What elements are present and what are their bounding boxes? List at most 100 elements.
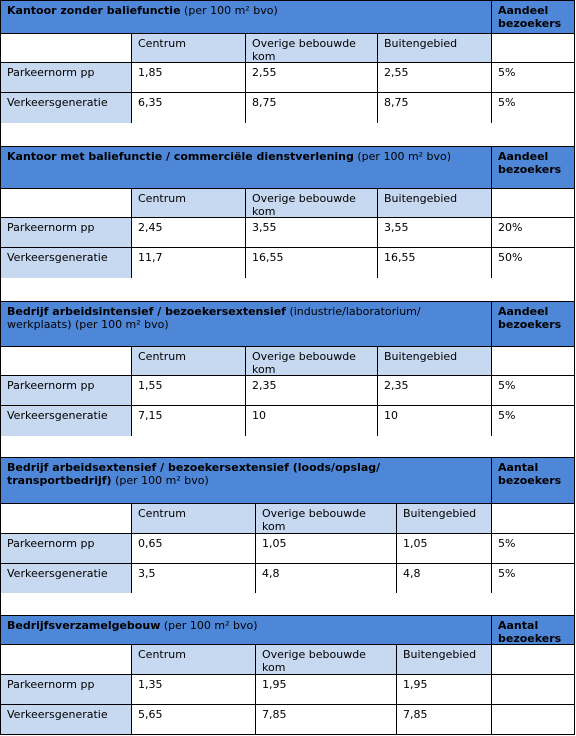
share-header: Aantal bezoekers <box>491 615 575 645</box>
share-header: Aandeel bezoekers <box>491 0 575 34</box>
section-title-bold: Bedrijfsverzamelgebouw <box>7 619 161 632</box>
value-overige: 7,85 <box>255 704 397 735</box>
value-overige: 2,55 <box>245 62 378 93</box>
section-title: Kantoor zonder baliefunctie (per 100 m² … <box>0 0 492 34</box>
section-bedrijf-arbeidsextensief: Bedrijf arbeidsextensief / bezoekersexte… <box>0 457 575 594</box>
section-kantoor-zonder-baliefunctie: Kantoor zonder baliefunctie (per 100 m² … <box>0 0 575 125</box>
value-overige: 3,55 <box>245 217 378 248</box>
value-overige: 1,95 <box>255 674 397 705</box>
col-overige-bebouwde-kom: Overige bebouwde kom <box>245 346 378 376</box>
empty-corner <box>0 346 132 376</box>
value-share: 50% <box>491 247 575 279</box>
row-label-parkeernorm: Parkeernorm pp <box>0 533 132 564</box>
row-label-verkeersgeneratie: Verkeersgeneratie <box>0 405 132 437</box>
col-overige-bebouwde-kom: Overige bebouwde kom <box>245 188 378 218</box>
col-centrum: Centrum <box>131 644 256 675</box>
section-title: Bedrijf arbeidsextensief / bezoekersexte… <box>0 457 492 504</box>
section-spacer <box>0 123 575 147</box>
col-centrum: Centrum <box>131 33 246 63</box>
col-buitengebied: Buitengebied <box>377 346 492 376</box>
value-centrum: 1,55 <box>131 375 246 406</box>
share-col-empty <box>491 644 575 675</box>
share-header: Aantal bezoekers <box>491 457 575 504</box>
value-centrum: 11,7 <box>131 247 246 279</box>
value-share: 5% <box>491 563 575 594</box>
value-share: 5% <box>491 405 575 437</box>
section-title-bold: Kantoor zonder baliefunctie <box>7 4 181 17</box>
value-share: 5% <box>491 533 575 564</box>
value-centrum: 0,65 <box>131 533 256 564</box>
value-buitengebied: 2,35 <box>377 375 492 406</box>
share-col-empty <box>491 503 575 534</box>
value-overige: 16,55 <box>245 247 378 279</box>
section-title-unit: (industrie/laboratorium/ werkplaats) (pe… <box>7 305 421 331</box>
value-buitengebied: 1,95 <box>396 674 492 705</box>
section-title: Bedrijfsverzamelgebouw (per 100 m² bvo) <box>0 615 492 645</box>
row-label-verkeersgeneratie: Verkeersgeneratie <box>0 704 132 735</box>
value-share: 5% <box>491 62 575 93</box>
value-centrum: 1,35 <box>131 674 256 705</box>
col-overige-bebouwde-kom: Overige bebouwde kom <box>255 644 397 675</box>
col-buitengebied: Buitengebied <box>377 188 492 218</box>
row-label-verkeersgeneratie: Verkeersgeneratie <box>0 92 132 124</box>
col-centrum: Centrum <box>131 346 246 376</box>
col-centrum: Centrum <box>131 188 246 218</box>
row-label-parkeernorm: Parkeernorm pp <box>0 674 132 705</box>
row-label-verkeersgeneratie: Verkeersgeneratie <box>0 563 132 594</box>
value-centrum: 1,85 <box>131 62 246 93</box>
section-bedrijfsverzamelgebouw: Bedrijfsverzamelgebouw (per 100 m² bvo) … <box>0 615 575 735</box>
value-centrum: 7,15 <box>131 405 246 437</box>
section-title-unit: (per 100 m² bvo) <box>353 150 452 163</box>
col-buitengebied: Buitengebied <box>396 644 492 675</box>
share-header: Aandeel bezoekers <box>491 301 575 347</box>
section-bedrijf-arbeidsintensief: Bedrijf arbeidsintensief / bezoekersexte… <box>0 301 575 437</box>
col-overige-bebouwde-kom: Overige bebouwde kom <box>255 503 397 534</box>
col-overige-bebouwde-kom: Overige bebouwde kom <box>245 33 378 63</box>
value-overige: 2,35 <box>245 375 378 406</box>
value-buitengebied: 1,05 <box>396 533 492 564</box>
share-col-empty <box>491 346 575 376</box>
value-share: 5% <box>491 92 575 124</box>
value-centrum: 2,45 <box>131 217 246 248</box>
empty-corner <box>0 644 132 675</box>
value-share <box>491 674 575 705</box>
section-title-bold: Bedrijf arbeidsextensief / bezoekersexte… <box>7 461 381 487</box>
section-kantoor-met-baliefunctie: Kantoor met baliefunctie / commerciële d… <box>0 146 575 280</box>
value-share <box>491 704 575 735</box>
value-overige: 1,05 <box>255 533 397 564</box>
section-title-unit: (per 100 m² bvo) <box>111 474 209 487</box>
col-centrum: Centrum <box>131 503 256 534</box>
value-buitengebied: 4,8 <box>396 563 492 594</box>
empty-corner <box>0 33 132 63</box>
row-label-verkeersgeneratie: Verkeersgeneratie <box>0 247 132 279</box>
value-buitengebied: 16,55 <box>377 247 492 279</box>
value-overige: 4,8 <box>255 563 397 594</box>
value-buitengebied: 7,85 <box>396 704 492 735</box>
section-spacer <box>0 593 575 616</box>
empty-corner <box>0 503 132 534</box>
value-buitengebied: 10 <box>377 405 492 437</box>
section-title-unit: (per 100 m² bvo) <box>180 4 278 17</box>
section-title: Bedrijf arbeidsintensief / bezoekersexte… <box>0 301 492 347</box>
empty-corner <box>0 188 132 218</box>
section-title-unit: (per 100 m² bvo) <box>160 619 258 632</box>
row-label-parkeernorm: Parkeernorm pp <box>0 62 132 93</box>
value-overige: 10 <box>245 405 378 437</box>
share-col-empty <box>491 188 575 218</box>
share-header: Aandeel bezoekers <box>491 146 575 189</box>
value-share: 20% <box>491 217 575 248</box>
section-title-bold: Bedrijf arbeidsintensief / bezoekersexte… <box>7 305 286 318</box>
value-buitengebied: 2,55 <box>377 62 492 93</box>
section-title: Kantoor met baliefunctie / commerciële d… <box>0 146 492 189</box>
row-label-parkeernorm: Parkeernorm pp <box>0 217 132 248</box>
value-buitengebied: 3,55 <box>377 217 492 248</box>
share-col-empty <box>491 33 575 63</box>
col-buitengebied: Buitengebied <box>396 503 492 534</box>
value-centrum: 3,5 <box>131 563 256 594</box>
col-buitengebied: Buitengebied <box>377 33 492 63</box>
value-centrum: 6,35 <box>131 92 246 124</box>
value-centrum: 5,65 <box>131 704 256 735</box>
value-share: 5% <box>491 375 575 406</box>
value-buitengebied: 8,75 <box>377 92 492 124</box>
